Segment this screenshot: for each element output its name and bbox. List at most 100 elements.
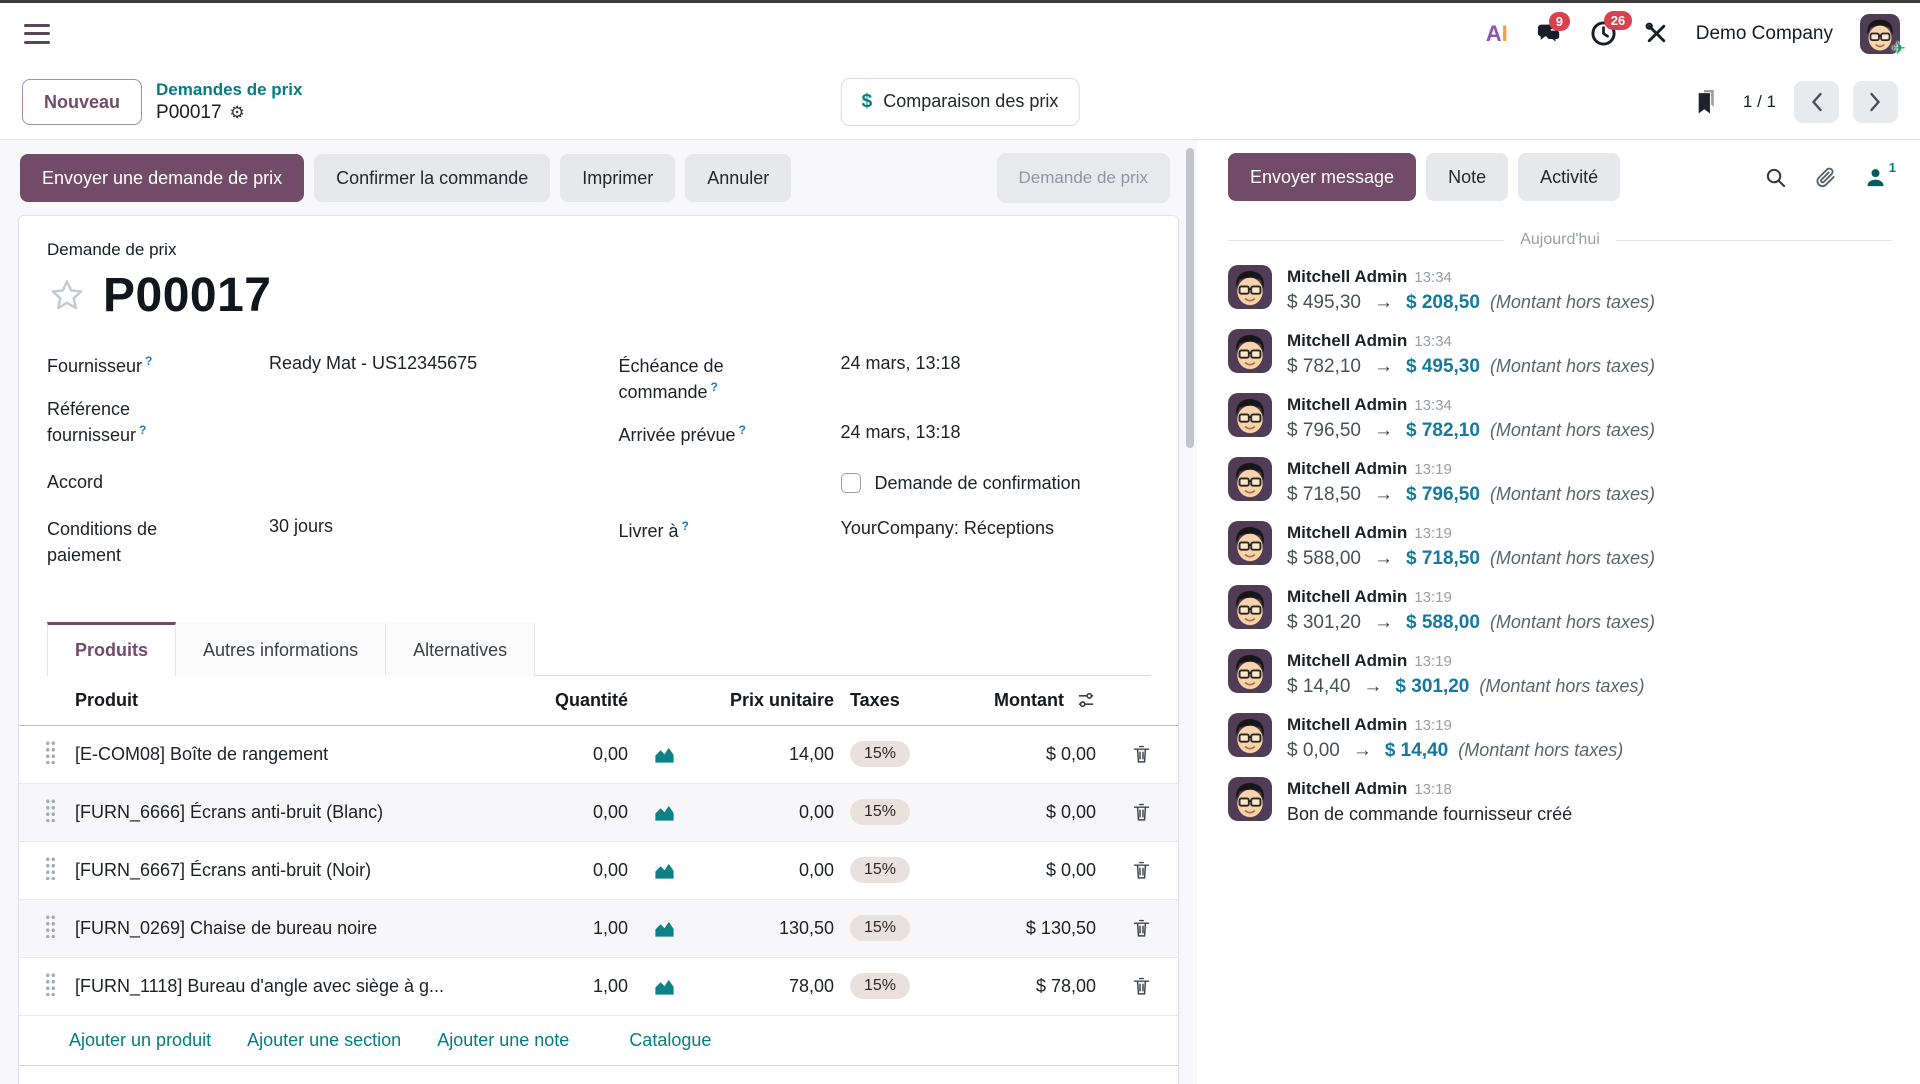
delete-line-trash-icon[interactable] <box>1131 859 1152 881</box>
table-row[interactable]: [FURN_0269] Chaise de bureau noire 1,00 … <box>19 898 1178 958</box>
help-icon[interactable]: ? <box>139 423 147 438</box>
forecast-chart-icon[interactable] <box>653 861 676 881</box>
notebook-tab[interactable]: Alternatives <box>386 621 536 676</box>
message-avatar[interactable] <box>1228 585 1272 629</box>
tax-badge[interactable]: 15% <box>850 915 911 942</box>
notebook-tab[interactable]: Autres informations <box>176 621 387 676</box>
attachments-paperclip-icon[interactable] <box>1814 166 1837 189</box>
message-avatar[interactable] <box>1228 393 1272 437</box>
send-rfq-button[interactable]: Envoyer une demande de prix <box>20 154 305 202</box>
actions-gear-icon[interactable]: ⚙ <box>229 102 245 122</box>
help-icon[interactable]: ? <box>710 380 718 395</box>
activity-button[interactable]: Activité <box>1518 153 1621 201</box>
send-message-button[interactable]: Envoyer message <box>1228 153 1417 201</box>
unit-price-cell[interactable]: 14,00 <box>692 724 842 784</box>
delete-line-trash-icon[interactable] <box>1131 975 1152 997</box>
previous-record-button[interactable] <box>1794 80 1839 123</box>
delete-line-trash-icon[interactable] <box>1131 743 1152 765</box>
message-avatar[interactable] <box>1228 649 1272 693</box>
tax-badge[interactable]: 15% <box>850 741 911 768</box>
table-row[interactable]: [FURN_1118] Bureau d'angle avec siège à … <box>19 956 1178 1015</box>
tax-badge[interactable]: 15% <box>850 973 911 1000</box>
forecast-chart-icon[interactable] <box>653 919 676 939</box>
quantity-cell[interactable]: 1,00 <box>532 956 636 1015</box>
quantity-cell[interactable]: 0,00 <box>532 840 636 900</box>
status-plane-icon: ✈ <box>1891 38 1906 58</box>
message-avatar[interactable] <box>1228 777 1272 821</box>
status-stage-badge[interactable]: Demande de prix <box>996 153 1170 203</box>
message-avatar[interactable] <box>1228 329 1272 373</box>
tracking-new-value: $ 718,50 <box>1405 548 1480 569</box>
chatter-panel: Envoyer message Note Activité <box>1197 140 1920 1084</box>
print-button[interactable]: Imprimer <box>560 154 676 202</box>
delete-line-trash-icon[interactable] <box>1131 917 1152 939</box>
drag-handle-icon[interactable] <box>45 739 56 764</box>
discuss-icon[interactable]: 9 <box>1535 11 1570 47</box>
quantity-cell[interactable]: 1,00 <box>532 898 636 958</box>
table-footer-link[interactable]: Catalogue <box>629 1029 712 1050</box>
search-messages-icon[interactable] <box>1764 166 1787 189</box>
quantity-cell[interactable]: 0,00 <box>532 782 636 842</box>
table-footer-link[interactable]: Ajouter un produit <box>69 1029 212 1050</box>
message-avatar[interactable] <box>1228 713 1272 757</box>
company-switcher[interactable]: Demo Company <box>1695 22 1833 44</box>
table-row[interactable]: [E-COM08] Boîte de rangement 0,00 14,00 … <box>19 724 1178 784</box>
favorite-star-icon[interactable] <box>47 276 87 316</box>
scrollbar-thumb[interactable] <box>1186 148 1194 448</box>
product-cell[interactable]: [FURN_0269] Chaise de bureau noire <box>67 898 532 958</box>
help-icon[interactable]: ? <box>738 423 746 438</box>
product-cell[interactable]: [FURN_6667] Écrans anti-bruit (Noir) <box>67 840 532 900</box>
unit-price-cell[interactable]: 78,00 <box>692 956 842 1015</box>
user-menu-avatar[interactable]: ✈ <box>1860 13 1906 58</box>
expected-arrival-field[interactable]: 24 mars, 13:18 <box>840 422 961 443</box>
table-row[interactable]: [FURN_6667] Écrans anti-bruit (Noir) 0,0… <box>19 840 1178 900</box>
help-icon[interactable]: ? <box>681 519 689 534</box>
forecast-chart-icon[interactable] <box>653 977 676 997</box>
drag-handle-icon[interactable] <box>45 855 56 880</box>
product-cell[interactable]: [FURN_1118] Bureau d'angle avec siège à … <box>67 956 532 1015</box>
payment-terms-field[interactable]: 30 jours <box>269 516 334 537</box>
product-cell[interactable]: [E-COM08] Boîte de rangement <box>67 724 532 784</box>
unit-price-cell[interactable]: 0,00 <box>692 840 842 900</box>
delete-line-trash-icon[interactable] <box>1131 801 1152 823</box>
tools-icon[interactable] <box>1644 21 1669 46</box>
log-note-button[interactable]: Note <box>1426 153 1509 201</box>
product-cell[interactable]: [FURN_6666] Écrans anti-bruit (Blanc) <box>67 782 532 842</box>
table-row[interactable]: [FURN_6666] Écrans anti-bruit (Blanc) 0,… <box>19 782 1178 842</box>
message-avatar[interactable] <box>1228 457 1272 501</box>
drag-handle-icon[interactable] <box>45 971 56 996</box>
apps-menu-icon[interactable] <box>24 23 50 44</box>
notebook-tab[interactable]: Produits <box>47 621 177 676</box>
quantity-cell[interactable]: 0,00 <box>532 724 636 784</box>
message-avatar[interactable] <box>1228 265 1272 309</box>
price-comparison-button[interactable]: $ Comparaison des prix <box>840 77 1080 126</box>
tax-badge[interactable]: 15% <box>850 799 911 826</box>
drag-handle-icon[interactable] <box>45 913 56 938</box>
help-icon[interactable]: ? <box>145 354 153 368</box>
message-avatar[interactable] <box>1228 521 1272 565</box>
forecast-chart-icon[interactable] <box>653 803 676 823</box>
unit-price-cell[interactable]: 130,50 <box>692 898 842 958</box>
table-footer-link[interactable]: Ajouter une section <box>247 1029 402 1050</box>
cancel-button[interactable]: Annuler <box>685 154 792 202</box>
unit-price-cell[interactable]: 0,00 <box>692 782 842 842</box>
optional-columns-icon[interactable] <box>1076 690 1096 710</box>
breadcrumb-parent-link[interactable]: Demandes de prix <box>156 79 303 99</box>
followers-icon[interactable]: 1 <box>1864 160 1896 189</box>
supplier-field[interactable]: Ready Mat - US12345675 <box>269 353 478 373</box>
next-record-button[interactable] <box>1853 80 1898 123</box>
drag-handle-icon[interactable] <box>45 797 56 822</box>
tax-badge[interactable]: 15% <box>850 857 911 884</box>
confirm-order-button[interactable]: Confirmer la commande <box>314 154 551 202</box>
forecast-chart-icon[interactable] <box>653 745 676 765</box>
bookmark-icon[interactable] <box>1694 88 1719 116</box>
table-footer-link[interactable]: Ajouter une note <box>437 1029 570 1050</box>
ask-confirmation-checkbox[interactable] <box>840 473 861 494</box>
deliver-to-field[interactable]: YourCompany: Réceptions <box>840 518 1054 539</box>
activities-clock-icon[interactable]: 26 <box>1590 11 1633 47</box>
order-deadline-field[interactable]: 24 mars, 13:18 <box>840 353 961 373</box>
amount-cell: $ 0,00 <box>954 724 1104 784</box>
pager-count[interactable]: 1 / 1 <box>1742 91 1776 111</box>
new-button[interactable]: Nouveau <box>22 78 143 125</box>
